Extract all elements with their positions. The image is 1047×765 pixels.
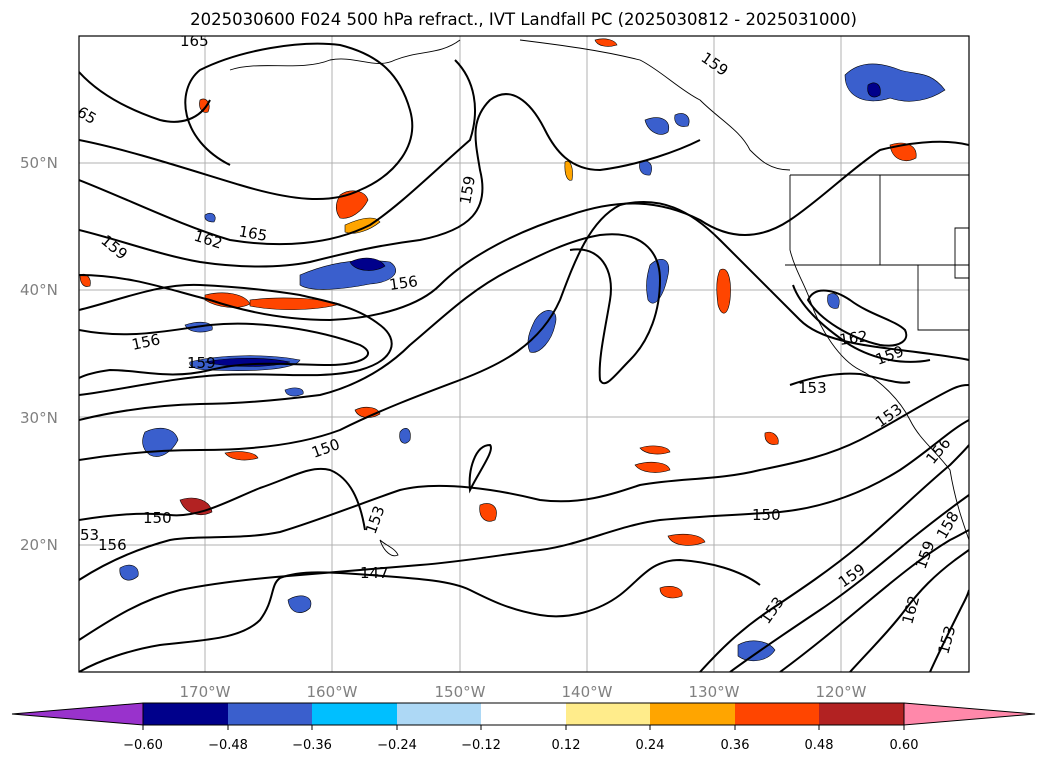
colorbar-ticks xyxy=(142,725,905,730)
coastlines xyxy=(229,39,969,557)
colorbar-bin xyxy=(566,703,650,725)
colorbar-tick-label: −0.48 xyxy=(208,738,248,753)
colorbar-bin xyxy=(650,703,735,725)
colorbar-tick-label: 0.36 xyxy=(721,738,750,753)
lon-label: 160°W xyxy=(307,683,358,701)
contour-label: 159 xyxy=(456,174,479,205)
colorbar-bin xyxy=(397,703,481,725)
contour-label: 150 xyxy=(143,509,172,527)
contour-label: 156 xyxy=(388,272,419,294)
contour-label: 147 xyxy=(360,564,389,582)
colorbar-tick-label: −0.24 xyxy=(377,738,417,753)
colorbar-bin xyxy=(312,703,397,725)
lat-label: 30°N xyxy=(20,409,58,427)
map-title: 2025030600 F024 500 hPa refract., IVT La… xyxy=(190,10,857,29)
contour-label: 150 xyxy=(752,506,781,524)
colorbar-bin xyxy=(143,703,228,725)
colorbar-bin xyxy=(228,703,312,725)
lat-axis: 50°N 40°N 30°N 20°N xyxy=(20,154,58,554)
colorbar-tick-label: 0.12 xyxy=(552,738,581,753)
contour-labels: 165 159 65 159 159 162 165 156 156 159 1… xyxy=(79,32,963,656)
lat-label: 50°N xyxy=(20,154,58,172)
colorbar-frame xyxy=(142,702,905,726)
colorbar-tick-label: −0.60 xyxy=(123,738,163,753)
shaded-patches xyxy=(79,38,946,662)
colorbar-tick-label: 0.48 xyxy=(805,738,834,753)
colorbar-extend-right xyxy=(903,702,1036,726)
refractivity-contours xyxy=(79,42,969,672)
contour-label: 153 xyxy=(798,379,827,397)
contour-label: 162 xyxy=(838,327,869,349)
lon-label: 130°W xyxy=(689,683,740,701)
lon-label: 170°W xyxy=(180,683,231,701)
colorbar-tick-label: −0.12 xyxy=(461,738,501,753)
contour-label: 165 xyxy=(237,222,268,245)
map-plot-area: 165 159 65 159 159 162 165 156 156 159 1… xyxy=(79,32,969,672)
plot-frame xyxy=(78,35,970,673)
colorbar-bin xyxy=(819,703,904,725)
lon-label: 150°W xyxy=(435,683,486,701)
lat-label: 20°N xyxy=(20,536,58,554)
colorbar-tick-label: 0.24 xyxy=(636,738,665,753)
lon-label: 140°W xyxy=(562,683,613,701)
contour-label: 165 xyxy=(180,32,209,50)
colorbar-tick-label: −0.36 xyxy=(292,738,332,753)
lat-label: 40°N xyxy=(20,281,58,299)
contour-label: 53 xyxy=(80,526,99,544)
contour-label: 156 xyxy=(130,330,162,354)
lon-label: 120°W xyxy=(816,683,867,701)
lon-axis: 170°W 160°W 150°W 140°W 130°W 120°W xyxy=(180,683,867,701)
contour-label: 156 xyxy=(98,536,127,554)
contour-label: 159 xyxy=(187,354,216,372)
colorbar-bin xyxy=(735,703,819,725)
colorbar-extend-left xyxy=(11,702,144,726)
colorbar-tick-label: 0.60 xyxy=(890,738,919,753)
colorbar-bin xyxy=(481,703,566,725)
colorbar: −0.60 −0.48 −0.36 −0.24 −0.12 0.12 0.24 … xyxy=(11,702,1036,753)
